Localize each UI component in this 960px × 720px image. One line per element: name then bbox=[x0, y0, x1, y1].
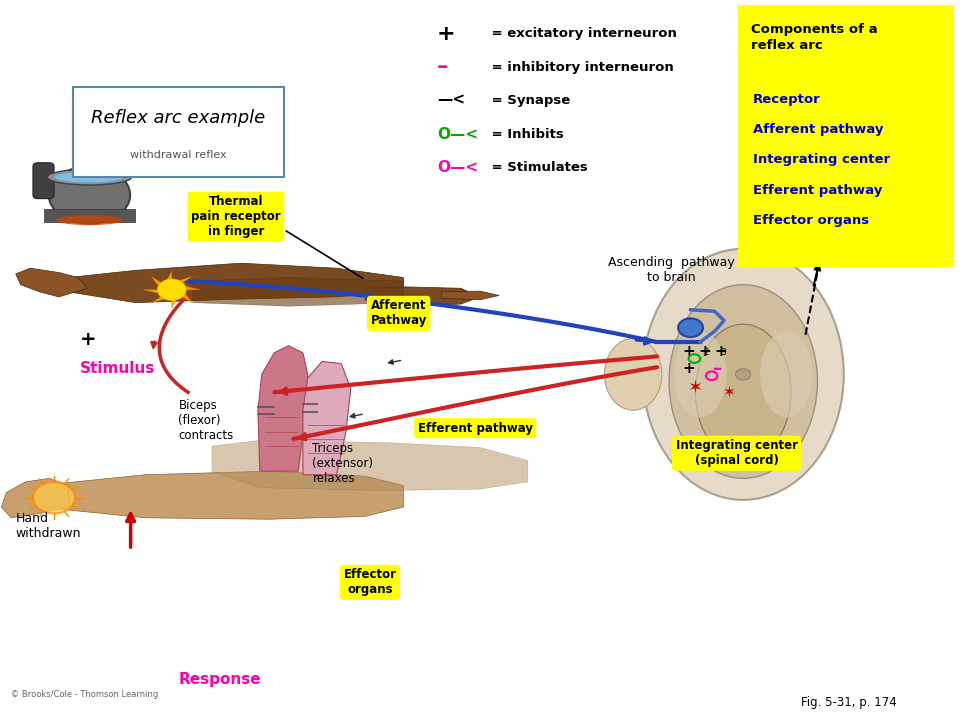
Text: Reflex arc example: Reflex arc example bbox=[91, 109, 266, 127]
Text: O—<: O—< bbox=[437, 127, 478, 142]
Polygon shape bbox=[39, 471, 403, 519]
Text: Components of a
reflex arc: Components of a reflex arc bbox=[751, 23, 877, 52]
Ellipse shape bbox=[56, 215, 123, 225]
Text: Ascending  pathway
to brain: Ascending pathway to brain bbox=[608, 256, 734, 284]
Text: Integrating center: Integrating center bbox=[753, 153, 890, 166]
Polygon shape bbox=[143, 289, 172, 293]
Text: = Stimulates: = Stimulates bbox=[487, 161, 588, 174]
Polygon shape bbox=[172, 289, 192, 303]
Text: +: + bbox=[683, 344, 695, 359]
Polygon shape bbox=[172, 289, 178, 308]
FancyBboxPatch shape bbox=[33, 163, 54, 199]
Text: Effector
organs: Effector organs bbox=[344, 568, 396, 596]
Polygon shape bbox=[68, 264, 403, 302]
Text: —<: —< bbox=[437, 93, 465, 108]
Circle shape bbox=[678, 318, 703, 337]
Text: Afferent pathway: Afferent pathway bbox=[753, 123, 883, 136]
Polygon shape bbox=[442, 291, 499, 300]
Bar bbox=[44, 210, 135, 222]
Text: Efferent pathway: Efferent pathway bbox=[753, 184, 882, 197]
Ellipse shape bbox=[54, 171, 125, 183]
Text: 2: 2 bbox=[703, 348, 708, 357]
FancyBboxPatch shape bbox=[738, 5, 954, 267]
Ellipse shape bbox=[49, 166, 131, 224]
Text: Thermal
pain receptor
in finger: Thermal pain receptor in finger bbox=[191, 195, 280, 238]
Text: = inhibitory interneuron: = inhibitory interneuron bbox=[487, 61, 674, 74]
Text: Integrating center
(spinal cord): Integrating center (spinal cord) bbox=[676, 439, 798, 467]
FancyBboxPatch shape bbox=[73, 87, 284, 177]
Polygon shape bbox=[166, 271, 172, 289]
Text: O—<: O—< bbox=[437, 161, 478, 175]
Polygon shape bbox=[303, 361, 350, 474]
Ellipse shape bbox=[674, 331, 727, 418]
Polygon shape bbox=[172, 286, 201, 289]
Text: +: + bbox=[715, 344, 728, 359]
Text: © Brooks/Cole - Thomson Learning: © Brooks/Cole - Thomson Learning bbox=[11, 690, 158, 699]
Circle shape bbox=[735, 369, 751, 380]
Ellipse shape bbox=[669, 284, 817, 478]
Polygon shape bbox=[15, 268, 87, 297]
Polygon shape bbox=[152, 276, 172, 289]
Text: = excitatory interneuron: = excitatory interneuron bbox=[487, 27, 677, 40]
Text: ✶: ✶ bbox=[723, 384, 735, 400]
Text: Hand
withdrawn: Hand withdrawn bbox=[15, 513, 82, 541]
Polygon shape bbox=[365, 287, 480, 306]
Text: Response: Response bbox=[179, 672, 261, 687]
Text: +: + bbox=[683, 361, 695, 376]
Polygon shape bbox=[212, 441, 528, 490]
Text: = Synapse: = Synapse bbox=[487, 94, 570, 107]
Text: Efferent pathway: Efferent pathway bbox=[418, 422, 533, 435]
Text: –: – bbox=[437, 58, 448, 77]
Text: Stimulus: Stimulus bbox=[80, 361, 156, 376]
Text: +: + bbox=[80, 330, 96, 349]
Polygon shape bbox=[1, 478, 68, 518]
Circle shape bbox=[33, 482, 75, 513]
Ellipse shape bbox=[605, 338, 661, 410]
Text: Biceps
(flexor)
contracts: Biceps (flexor) contracts bbox=[179, 400, 233, 443]
Text: ✶: ✶ bbox=[687, 378, 703, 396]
Text: Effector organs: Effector organs bbox=[753, 214, 869, 227]
Text: 3: 3 bbox=[720, 348, 726, 357]
Polygon shape bbox=[152, 289, 172, 303]
Text: Fig. 5-31, p. 174: Fig. 5-31, p. 174 bbox=[801, 696, 897, 709]
Text: +: + bbox=[699, 344, 711, 359]
Text: Triceps
(extensor)
relaxes: Triceps (extensor) relaxes bbox=[313, 443, 373, 485]
Ellipse shape bbox=[695, 324, 791, 460]
Text: withdrawal reflex: withdrawal reflex bbox=[131, 150, 227, 161]
Text: –: – bbox=[713, 359, 722, 377]
Text: +: + bbox=[437, 24, 456, 44]
Ellipse shape bbox=[643, 249, 844, 500]
Ellipse shape bbox=[47, 169, 132, 185]
Text: Receptor: Receptor bbox=[753, 93, 821, 106]
Circle shape bbox=[157, 279, 186, 300]
Polygon shape bbox=[172, 276, 192, 289]
Text: Afferent
Pathway: Afferent Pathway bbox=[371, 300, 427, 328]
Ellipse shape bbox=[760, 331, 812, 418]
Polygon shape bbox=[193, 277, 403, 306]
Polygon shape bbox=[258, 346, 308, 471]
Text: = Inhibits: = Inhibits bbox=[487, 127, 564, 140]
